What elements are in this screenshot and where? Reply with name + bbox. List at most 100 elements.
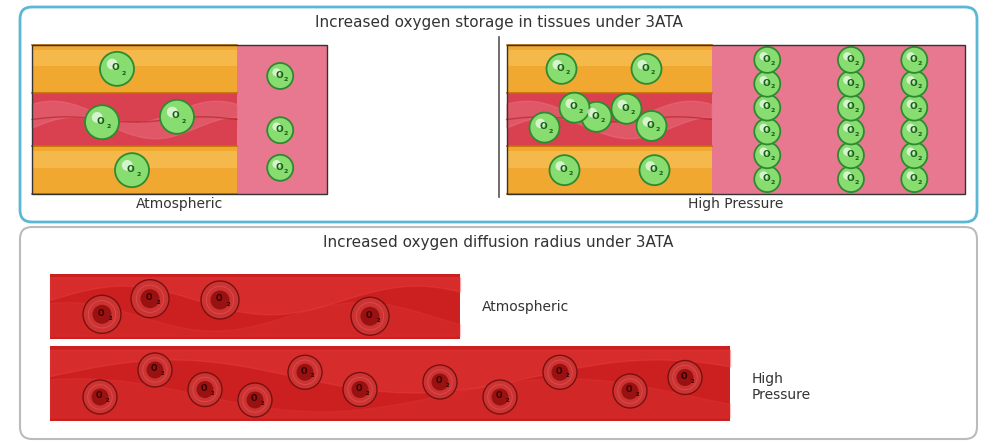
Text: O: O <box>200 384 207 393</box>
Bar <box>506 45 965 194</box>
Circle shape <box>296 364 313 381</box>
Text: 2: 2 <box>771 108 775 113</box>
Text: O: O <box>112 63 120 72</box>
Text: 2: 2 <box>365 391 369 396</box>
Text: 2: 2 <box>157 301 160 305</box>
Circle shape <box>535 119 545 128</box>
Circle shape <box>621 382 638 400</box>
Text: O: O <box>763 55 770 64</box>
Text: O: O <box>846 126 853 135</box>
Circle shape <box>83 295 121 333</box>
Text: O: O <box>763 174 770 183</box>
Text: 2: 2 <box>917 180 922 185</box>
Circle shape <box>188 373 222 407</box>
Circle shape <box>906 147 915 156</box>
Circle shape <box>837 47 864 73</box>
Text: 2: 2 <box>283 131 288 136</box>
Text: O: O <box>909 79 917 87</box>
Text: 2: 2 <box>107 124 112 129</box>
Text: 2: 2 <box>917 61 922 66</box>
Bar <box>50 346 730 421</box>
Text: 2: 2 <box>917 156 922 161</box>
Circle shape <box>901 142 927 168</box>
Text: O: O <box>275 71 283 80</box>
Text: O: O <box>649 165 657 174</box>
Text: O: O <box>846 55 853 64</box>
Bar <box>32 50 237 67</box>
Circle shape <box>843 123 851 132</box>
Circle shape <box>760 100 768 108</box>
Circle shape <box>901 47 927 73</box>
Circle shape <box>552 60 562 69</box>
Circle shape <box>559 93 589 123</box>
Circle shape <box>837 119 864 144</box>
Bar <box>50 274 460 339</box>
Circle shape <box>760 52 768 60</box>
Circle shape <box>138 353 172 387</box>
Circle shape <box>160 100 194 134</box>
Text: O: O <box>300 367 307 376</box>
Circle shape <box>93 305 112 324</box>
Text: 2: 2 <box>137 172 142 177</box>
Text: O: O <box>846 150 853 159</box>
Text: O: O <box>250 394 257 404</box>
Circle shape <box>760 123 768 132</box>
Text: 2: 2 <box>446 383 449 388</box>
Circle shape <box>549 155 579 185</box>
Text: O: O <box>151 365 157 373</box>
Bar <box>506 147 712 194</box>
Circle shape <box>611 94 641 124</box>
Circle shape <box>210 290 229 309</box>
Text: 2: 2 <box>659 171 663 176</box>
Circle shape <box>361 307 380 326</box>
Text: O: O <box>846 103 853 111</box>
Text: Atmospheric: Atmospheric <box>136 197 223 211</box>
Text: O: O <box>641 63 649 72</box>
Circle shape <box>843 147 851 156</box>
Circle shape <box>906 76 915 84</box>
Bar <box>32 93 237 147</box>
Circle shape <box>288 355 322 389</box>
Text: O: O <box>556 63 564 72</box>
Circle shape <box>755 142 781 168</box>
Text: 2: 2 <box>854 108 858 113</box>
Text: 2: 2 <box>771 61 775 66</box>
Circle shape <box>92 388 109 405</box>
Circle shape <box>760 147 768 156</box>
Text: O: O <box>625 385 632 394</box>
Circle shape <box>92 112 103 123</box>
Text: 2: 2 <box>690 379 694 384</box>
Text: 2: 2 <box>917 84 922 90</box>
Circle shape <box>906 100 915 108</box>
Text: Atmospheric: Atmospheric <box>482 300 569 313</box>
Text: 2: 2 <box>600 118 605 123</box>
Circle shape <box>901 166 927 192</box>
Circle shape <box>843 100 851 108</box>
Circle shape <box>267 63 293 89</box>
Text: 2: 2 <box>505 398 508 403</box>
Circle shape <box>843 171 851 180</box>
Circle shape <box>901 71 927 97</box>
Circle shape <box>837 142 864 168</box>
Circle shape <box>529 112 559 143</box>
Text: O: O <box>763 103 770 111</box>
Circle shape <box>555 161 565 171</box>
Circle shape <box>141 289 160 308</box>
Circle shape <box>107 59 118 70</box>
Circle shape <box>760 171 768 180</box>
Text: 2: 2 <box>181 119 186 123</box>
Circle shape <box>906 52 915 60</box>
Circle shape <box>85 105 119 139</box>
FancyBboxPatch shape <box>20 7 977 222</box>
Circle shape <box>642 117 652 127</box>
Circle shape <box>201 281 239 319</box>
Text: 2: 2 <box>771 180 775 185</box>
Circle shape <box>166 107 177 118</box>
Circle shape <box>755 119 781 144</box>
Text: O: O <box>646 121 654 130</box>
Circle shape <box>760 76 768 84</box>
Text: 2: 2 <box>210 391 214 396</box>
Circle shape <box>613 374 647 408</box>
Text: O: O <box>569 103 577 111</box>
Circle shape <box>901 119 927 144</box>
